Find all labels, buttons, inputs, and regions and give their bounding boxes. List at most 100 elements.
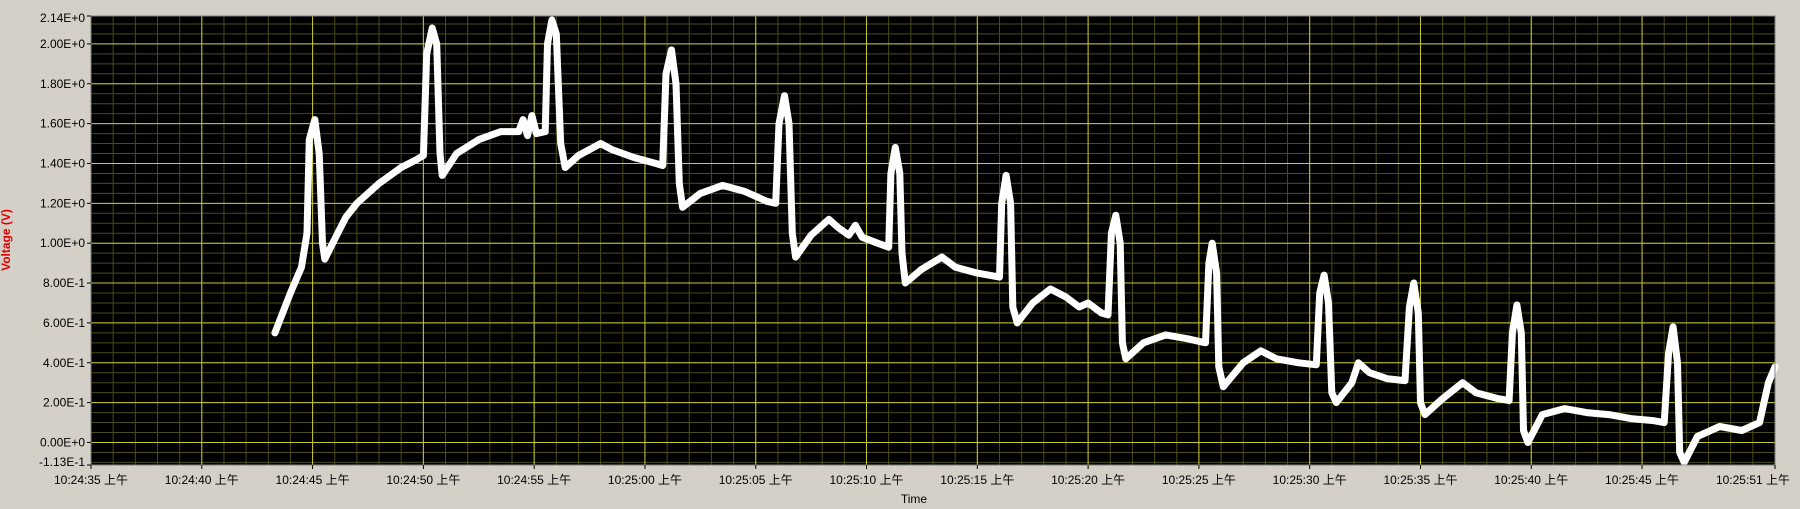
trace-point xyxy=(789,230,796,237)
trace-point xyxy=(1122,355,1129,362)
trace-point xyxy=(1676,449,1683,456)
trace-point xyxy=(1108,230,1115,237)
y-tick-label: 0.00E+0 xyxy=(40,435,85,449)
trace-point xyxy=(1162,331,1169,338)
trace-point xyxy=(562,164,569,171)
trace-point xyxy=(542,128,549,135)
x-tick-label: 10:25:10 上午 xyxy=(830,473,904,487)
trace-point xyxy=(892,144,899,151)
trace-point xyxy=(763,198,770,205)
trace-point xyxy=(376,180,383,187)
trace-point xyxy=(1650,417,1657,424)
trace-point xyxy=(1605,411,1612,418)
x-tick-label: 10:25:25 上午 xyxy=(1162,473,1236,487)
trace-point xyxy=(420,152,427,159)
trace-point xyxy=(1295,359,1302,366)
trace-point xyxy=(1098,309,1105,316)
y-tick-label: -1.13E-1 xyxy=(39,455,85,469)
trace-point xyxy=(353,200,360,207)
trace-point xyxy=(1328,389,1335,396)
trace-point xyxy=(1325,300,1332,306)
trace-point xyxy=(887,170,894,177)
trace-point xyxy=(1459,379,1466,386)
trace-point xyxy=(597,140,604,147)
trace-point xyxy=(497,128,504,135)
trace-point xyxy=(1415,309,1422,316)
trace-point xyxy=(1410,280,1417,286)
trace-point xyxy=(1583,409,1590,416)
trace-point xyxy=(271,329,278,336)
trace-point xyxy=(1007,200,1014,207)
trace-point xyxy=(786,120,792,127)
plot-border xyxy=(90,15,1776,466)
trace-point xyxy=(1506,397,1513,404)
trace-point xyxy=(834,224,841,231)
trace-point xyxy=(1509,329,1516,336)
trace-point xyxy=(998,200,1005,207)
trace-point xyxy=(1417,399,1424,406)
trace-point xyxy=(772,200,779,207)
trace-point xyxy=(1009,304,1016,310)
trace-point xyxy=(1738,427,1745,434)
trace-point xyxy=(1674,359,1681,366)
trace-point xyxy=(1316,290,1323,296)
trace-point xyxy=(423,50,430,57)
trace-point xyxy=(1681,459,1688,466)
trace-point xyxy=(1561,405,1568,412)
trace-point xyxy=(1112,212,1119,219)
x-tick-label: 10:24:35 上午 xyxy=(54,473,128,487)
trace-point xyxy=(520,116,527,123)
trace-point xyxy=(475,136,482,143)
x-tick-label: 10:25:05 上午 xyxy=(719,473,793,487)
trace-point xyxy=(1472,389,1479,396)
y-tick-label: 1.00E+0 xyxy=(40,236,85,250)
trace-point xyxy=(902,280,909,286)
trace-point xyxy=(1076,304,1083,310)
trace-point xyxy=(1202,339,1209,346)
trace-point xyxy=(524,132,531,139)
trace-point xyxy=(776,120,782,127)
trace-point xyxy=(398,164,405,171)
trace-point xyxy=(528,112,535,119)
trace-point xyxy=(676,180,683,187)
y-tick-label: 2.00E+0 xyxy=(40,37,85,51)
trace-point xyxy=(287,290,294,296)
minor-grid xyxy=(90,16,1776,465)
trace-point xyxy=(697,190,704,197)
x-tick-label: 10:25:30 上午 xyxy=(1273,473,1347,487)
y-tick-label: 8.00E-1 xyxy=(43,276,85,290)
x-axis-ticks: 10:24:35 上午 10:24:40 上午 10:24:45 上午 10:24:5… xyxy=(54,465,1790,487)
y-tick-label: 2.00E-1 xyxy=(43,396,85,410)
trace-point xyxy=(553,30,560,37)
trace-point xyxy=(1313,361,1320,368)
trace-point xyxy=(304,230,310,237)
trace-point xyxy=(1694,433,1701,440)
trace-point xyxy=(1355,359,1362,366)
trace-point xyxy=(859,234,866,241)
trace-point xyxy=(1628,415,1634,422)
trace-point xyxy=(437,150,443,157)
trace-point xyxy=(575,152,582,159)
trace-point xyxy=(679,204,686,211)
x-tick-label: 10:24:40 上午 xyxy=(165,473,239,487)
trace-point xyxy=(1402,377,1408,384)
trace-point xyxy=(741,188,748,195)
x-tick-label: 10:25:51 上午 xyxy=(1716,473,1790,487)
trace-point xyxy=(1670,323,1677,330)
trace-point xyxy=(586,146,593,153)
trace-point xyxy=(781,92,788,99)
trace-point xyxy=(311,116,318,123)
trace-point xyxy=(1366,369,1373,376)
trace-point xyxy=(1215,363,1222,370)
trace-point xyxy=(1539,411,1546,418)
trace-point xyxy=(852,222,859,229)
trace-point xyxy=(306,136,313,143)
trace-point xyxy=(1661,419,1668,426)
y-tick-label: 2.14E+0 xyxy=(40,11,85,25)
trace-point xyxy=(1140,339,1147,346)
trace-point xyxy=(1029,300,1036,306)
trace-point xyxy=(316,150,323,157)
trace-point xyxy=(1205,260,1212,267)
trace-point xyxy=(874,240,881,247)
